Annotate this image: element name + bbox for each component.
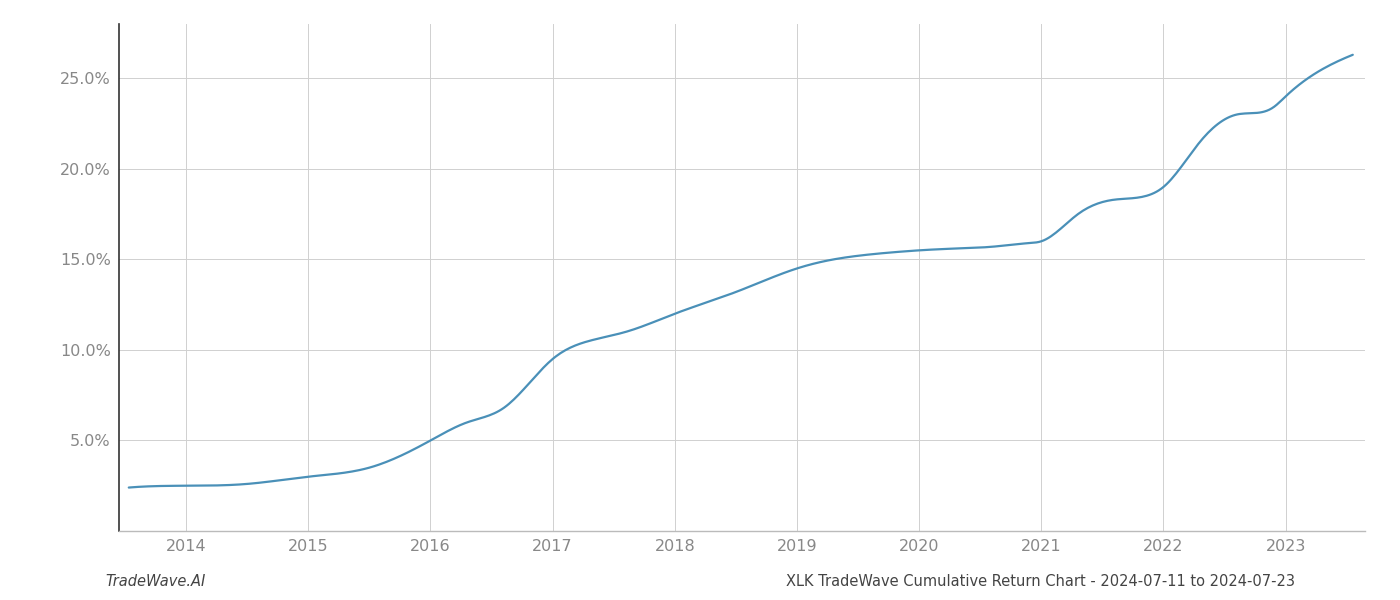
Text: TradeWave.AI: TradeWave.AI xyxy=(105,574,206,589)
Text: XLK TradeWave Cumulative Return Chart - 2024-07-11 to 2024-07-23: XLK TradeWave Cumulative Return Chart - … xyxy=(785,574,1295,589)
